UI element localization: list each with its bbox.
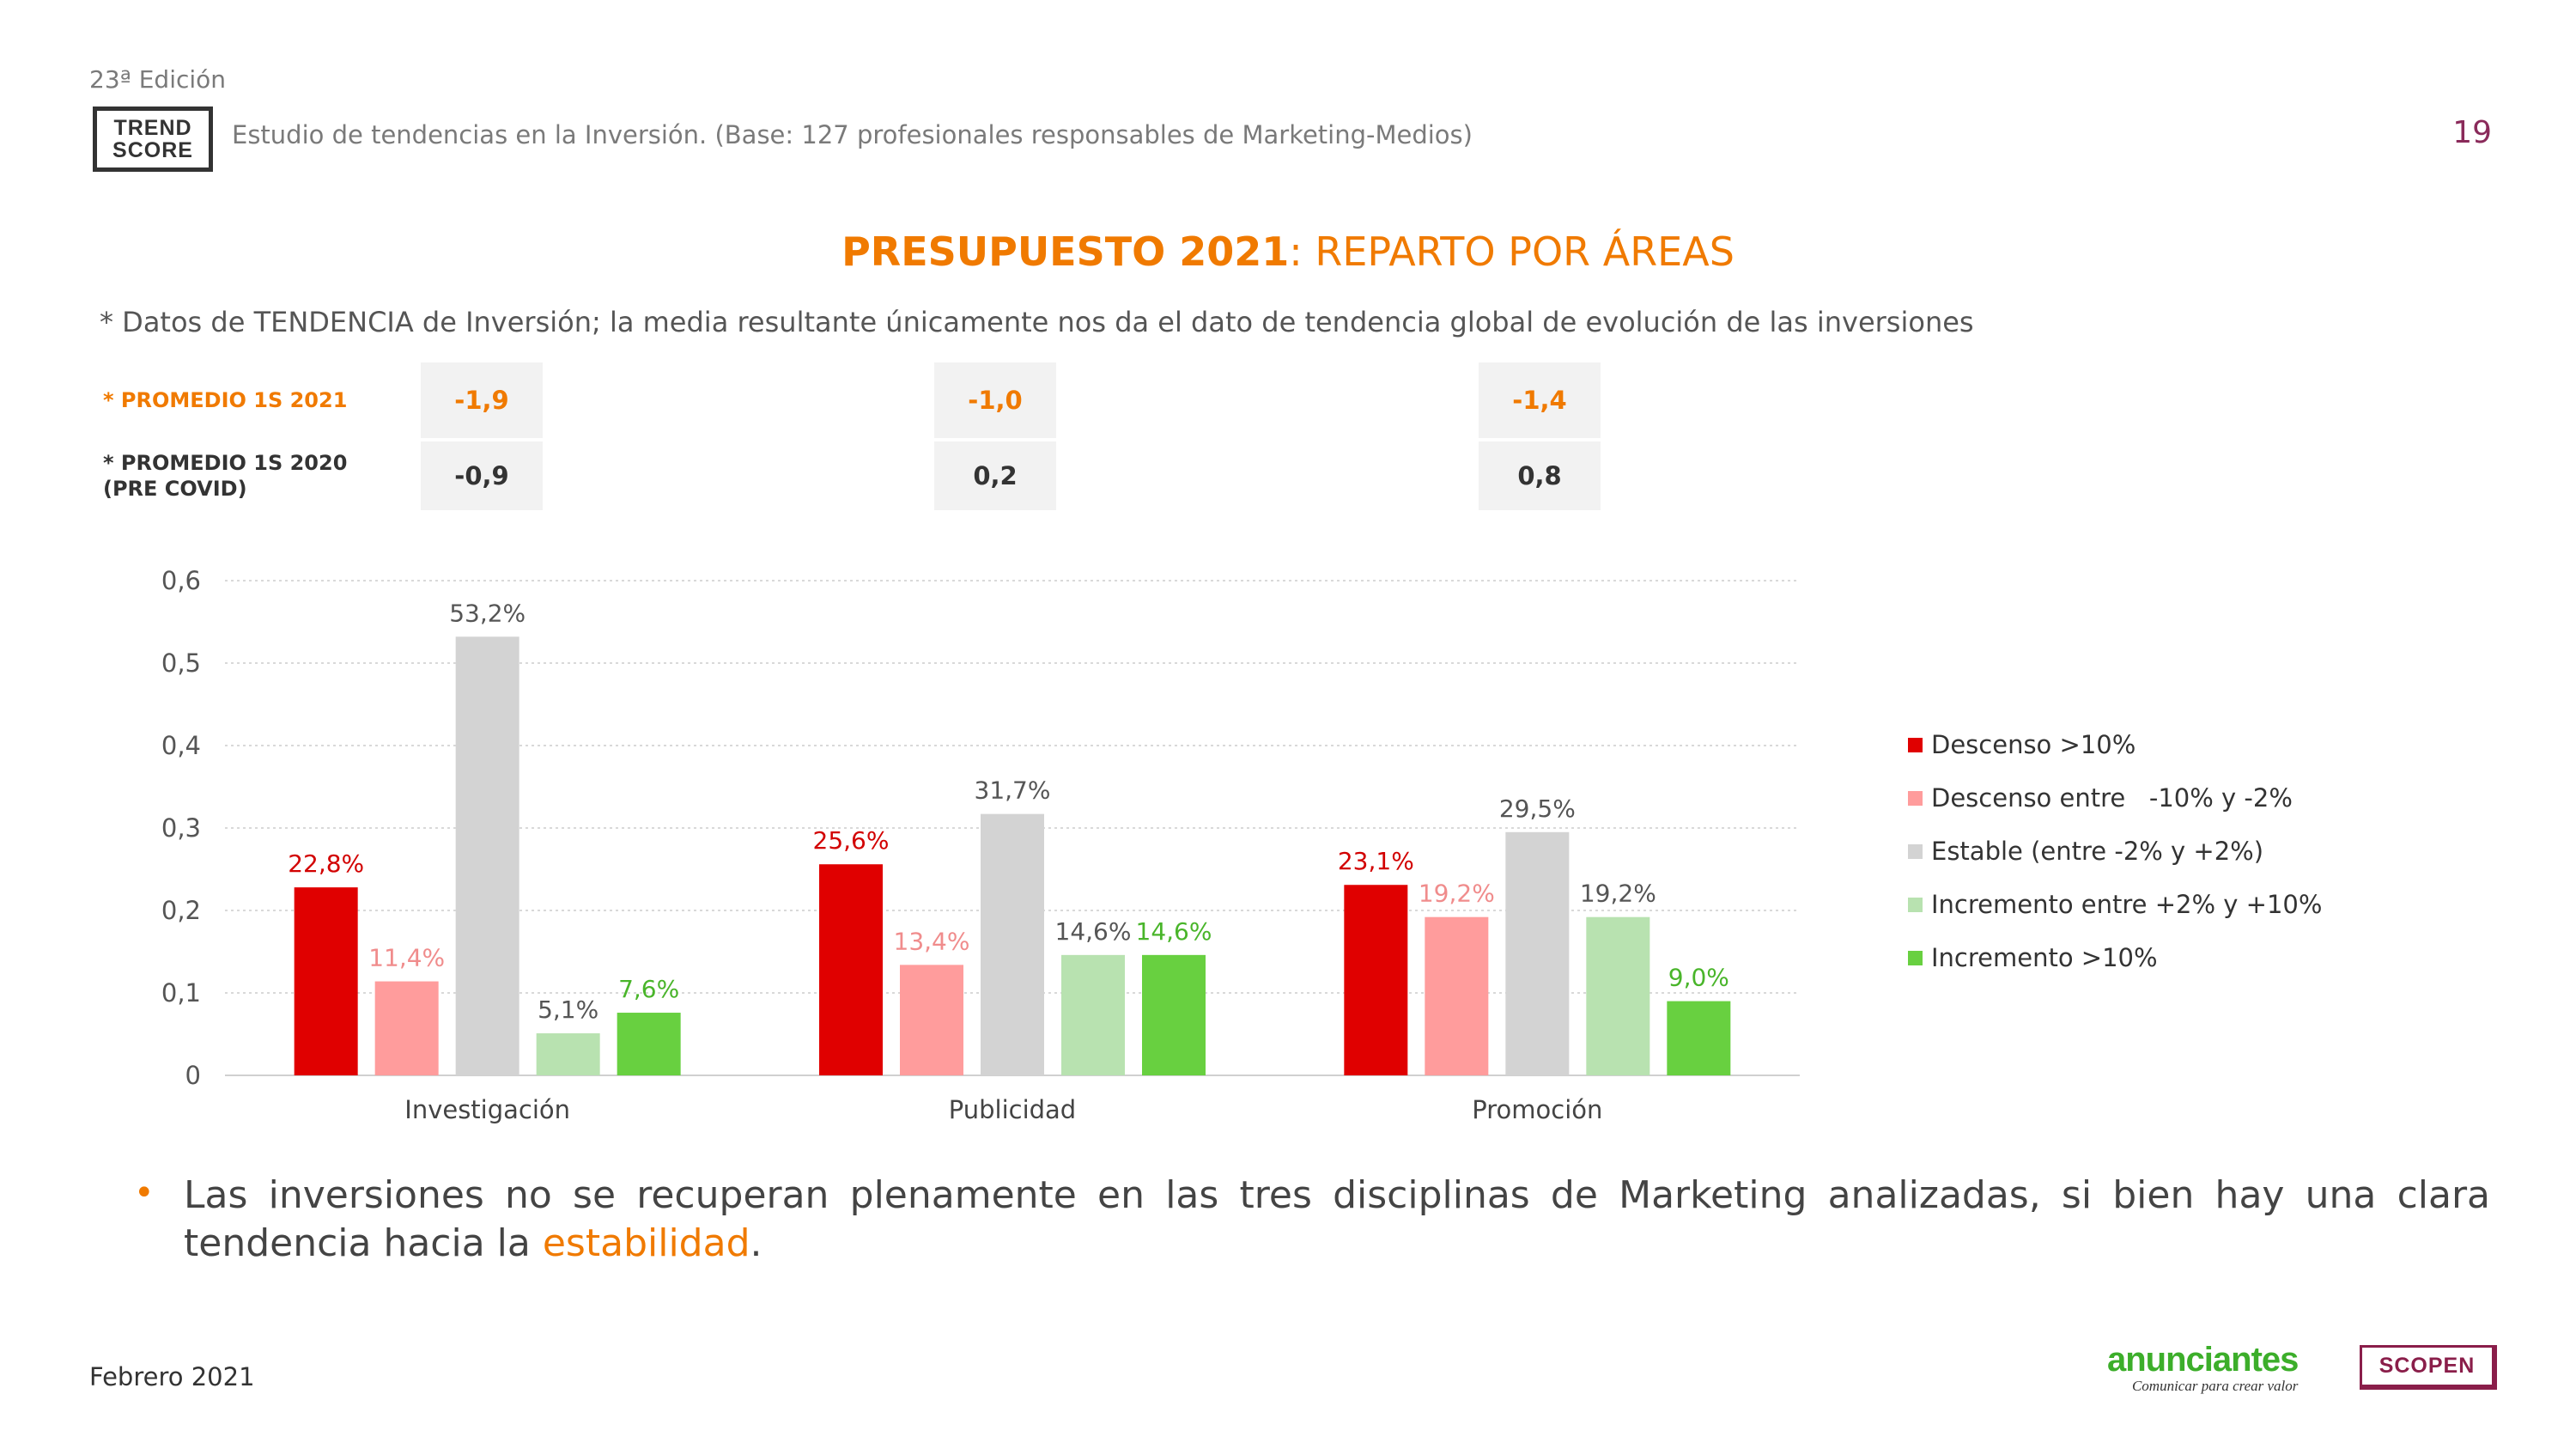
anunciantes-wordmark: anunciantes: [2107, 1341, 2299, 1379]
data-label: 31,7%: [975, 776, 1051, 805]
y-tick-label: 0,3: [161, 813, 201, 843]
legend-label: Descenso entre -10% y -2%: [1931, 783, 2293, 813]
edition-label: 23ª Edición: [89, 65, 227, 94]
scopen-logo: SCOPEN: [2360, 1345, 2497, 1390]
y-tick-label: 0,4: [161, 731, 201, 760]
bar: [1505, 831, 1570, 1075]
average-2020-label-line2: (PRE COVID): [103, 477, 247, 501]
average-2021-promocion: -1,4: [1479, 362, 1601, 438]
bar: [1667, 1001, 1731, 1075]
legend-item: Estable (entre -2% y +2%): [1908, 825, 2322, 878]
average-2021-investigacion: -1,9: [421, 362, 543, 438]
data-label: 14,6%: [1055, 917, 1132, 946]
average-2021-publicidad: -1,0: [934, 362, 1056, 438]
anunciantes-tagline: Comunicar para crear valor: [2131, 1378, 2299, 1394]
data-label: 29,5%: [1499, 795, 1576, 823]
x-tick-label: Investigación: [404, 1095, 570, 1124]
legend-label: Descenso >10%: [1931, 730, 2136, 759]
y-tick-label: 0,1: [161, 978, 201, 1008]
data-label: 11,4%: [368, 944, 445, 972]
bar: [900, 965, 963, 1075]
chart-legend: Descenso >10% Descenso entre -10% y -2% Es…: [1908, 718, 2322, 984]
bar: [294, 887, 358, 1075]
legend-item: Incremento entre +2% y +10%: [1908, 878, 2322, 931]
y-tick-label: 0: [185, 1061, 201, 1090]
legend-item: Descenso entre -10% y -2%: [1908, 771, 2322, 825]
bullet-text: Las inversiones no se recuperan plenamen…: [184, 1173, 2490, 1265]
anunciantes-logo: anunciantes Comunicar para crear valor: [2107, 1341, 2299, 1395]
slide-subtitle: * Datos de TENDENCIA de Inversión; la me…: [100, 306, 1974, 338]
data-label: 23,1%: [1338, 847, 1414, 875]
x-tick-label: Promoción: [1472, 1095, 1602, 1124]
bar: [1425, 916, 1489, 1075]
trend-score-logo: TREND SCORE: [93, 107, 213, 172]
average-2020-label: * PROMEDIO 1S 2020 (PRE COVID): [103, 441, 412, 510]
bar-chart: 0 0,1 0,2 0,3 0,4 0,5 0,6 22,8% 11,4% 53,2% 5,1% 7,…: [161, 566, 1800, 1124]
page-number: 19: [2452, 115, 2492, 150]
bullet-marker: •: [134, 1173, 155, 1213]
bar: [1061, 954, 1125, 1075]
logo-line-2: SCORE: [112, 138, 193, 162]
bar: [455, 636, 519, 1075]
legend-item: Descenso >10%: [1908, 718, 2322, 771]
study-description: Estudio de tendencias en la Inversión. (…: [232, 120, 1473, 149]
bar: [617, 1013, 681, 1075]
data-label: 14,6%: [1136, 917, 1212, 946]
data-label: 7,6%: [618, 975, 679, 1003]
legend-label: Incremento >10%: [1931, 943, 2158, 972]
bullet-text-wrap: Las inversiones no se recuperan plenamen…: [134, 1172, 2490, 1268]
data-label: 9,0%: [1668, 964, 1729, 992]
data-label: 25,6%: [813, 826, 890, 855]
data-label: 19,2%: [1580, 880, 1656, 908]
y-tick-label: 0,2: [161, 896, 201, 925]
legend-swatch: [1908, 843, 1923, 859]
legend-item: Incremento >10%: [1908, 931, 2322, 984]
bar: [374, 981, 439, 1075]
data-label: 13,4%: [894, 927, 970, 955]
data-label: 19,2%: [1419, 880, 1495, 908]
bar: [1344, 885, 1408, 1075]
average-2020-investigacion: -0,9: [421, 441, 543, 510]
footer-date: Febrero 2021: [89, 1362, 255, 1391]
title-strong: PRESUPUESTO 2021: [841, 228, 1290, 275]
data-label: 22,8%: [288, 849, 364, 878]
legend-swatch: [1908, 897, 1923, 912]
legend-swatch: [1908, 790, 1923, 806]
legend-swatch: [1908, 950, 1923, 965]
data-label: 53,2%: [449, 599, 526, 627]
bar: [536, 1033, 600, 1075]
bullet-highlight: estabilidad: [542, 1221, 750, 1265]
bar: [819, 864, 883, 1075]
average-2020-promocion: 0,8: [1479, 441, 1601, 510]
bar: [1586, 916, 1650, 1075]
bar: [1142, 954, 1206, 1075]
legend-swatch: [1908, 737, 1923, 752]
slide-title: PRESUPUESTO 2021: REPARTO POR ÁREAS: [0, 228, 2576, 275]
y-tick-label: 0,5: [161, 648, 201, 678]
x-tick-label: Publicidad: [949, 1095, 1076, 1124]
average-2020-publicidad: 0,2: [934, 441, 1056, 510]
data-label: 5,1%: [538, 995, 598, 1024]
average-2020-label-line1: * PROMEDIO 1S 2020: [103, 451, 348, 475]
bar: [981, 813, 1044, 1075]
legend-label: Estable (entre -2% y +2%): [1931, 837, 2264, 866]
bullet-text-end: .: [750, 1221, 762, 1265]
logo-line-1: TREND: [113, 116, 192, 140]
average-2021-label: * PROMEDIO 1S 2021: [103, 388, 348, 412]
legend-label: Incremento entre +2% y +10%: [1931, 890, 2323, 919]
y-tick-label: 0,6: [161, 566, 201, 595]
title-rest: : REPARTO POR ÁREAS: [1289, 228, 1735, 275]
conclusion-bullet: Las inversiones no se recuperan plenamen…: [134, 1172, 2490, 1268]
